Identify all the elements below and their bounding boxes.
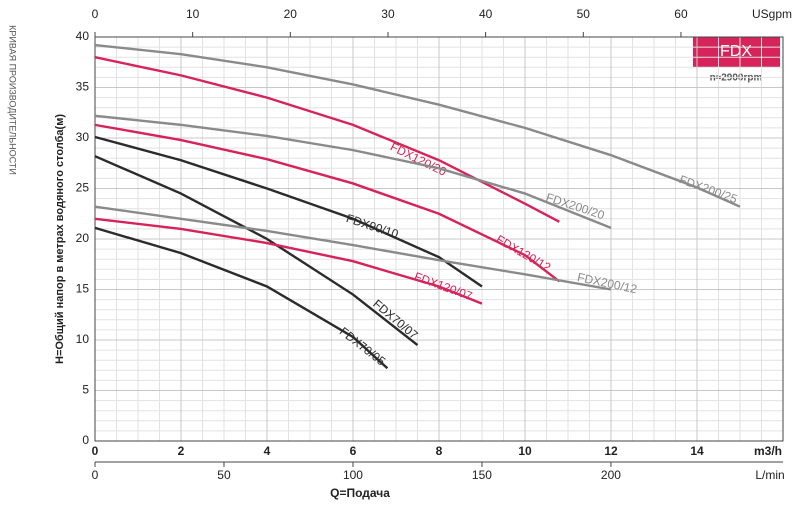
x-tick-label: 2	[178, 444, 185, 458]
x3-tick-label: 200	[601, 468, 621, 482]
x-tick-label: 0	[92, 444, 99, 458]
y-axis-label: H=Общий напор в метрах водяного столба(м…	[54, 114, 66, 364]
curve	[94, 217, 483, 305]
side-label: КРИВАЯ ПРОИЗВОДИТЕЛЬНОСТИ	[8, 25, 18, 175]
x3-tick-label: 100	[343, 468, 363, 482]
y-tick-label: 5	[82, 383, 89, 397]
x2-tick-label: 40	[479, 7, 493, 21]
x3-tick-label: 0	[92, 468, 99, 482]
badge	[693, 37, 780, 67]
x-unit: m3/h	[754, 444, 782, 458]
x2-tick-label: 60	[674, 7, 688, 21]
y-tick-label: 40	[76, 29, 90, 43]
curve	[94, 114, 612, 230]
x-tick-label: 6	[350, 444, 357, 458]
y-tick-label: 25	[76, 181, 90, 195]
x3-tick-label: 150	[472, 468, 492, 482]
x-tick-label: 12	[604, 444, 618, 458]
x2-unit: USgpm	[752, 7, 792, 21]
y-tick-label: 20	[76, 231, 90, 245]
curve	[94, 43, 741, 208]
x-tick-label: 4	[264, 444, 271, 458]
x-tick-label: 8	[436, 444, 443, 458]
x-axis-label: Q=Подача	[330, 486, 390, 500]
x3-unit: L/min	[755, 468, 784, 482]
x2-tick-label: 0	[92, 7, 99, 21]
subtitle: n≈2900rpm	[710, 73, 763, 84]
x2-tick-label: 10	[186, 7, 200, 21]
curve	[94, 56, 560, 223]
curve-label: FDX200/12	[576, 270, 639, 296]
curve-label: FDX70/05	[337, 324, 388, 368]
y-tick-label: 0	[82, 433, 89, 447]
x2-tick-label: 30	[381, 7, 395, 21]
x2-tick-label: 50	[577, 7, 591, 21]
x3-tick-label: 50	[217, 468, 231, 482]
y-tick-label: 35	[76, 80, 90, 94]
curve-label: FDX200/25	[677, 172, 739, 206]
curve	[94, 155, 419, 346]
curve	[94, 123, 561, 283]
y-tick-label: 10	[76, 332, 90, 346]
y-tick-label: 15	[76, 282, 90, 296]
curve	[94, 226, 389, 370]
plot-frame	[94, 36, 784, 442]
curve	[94, 205, 612, 291]
x2-tick-label: 20	[284, 7, 298, 21]
y-tick-label: 30	[76, 130, 90, 144]
x-tick-label: 14	[690, 444, 704, 458]
curve-label: FDX120/12	[494, 232, 554, 275]
x-tick-label: 10	[518, 444, 532, 458]
